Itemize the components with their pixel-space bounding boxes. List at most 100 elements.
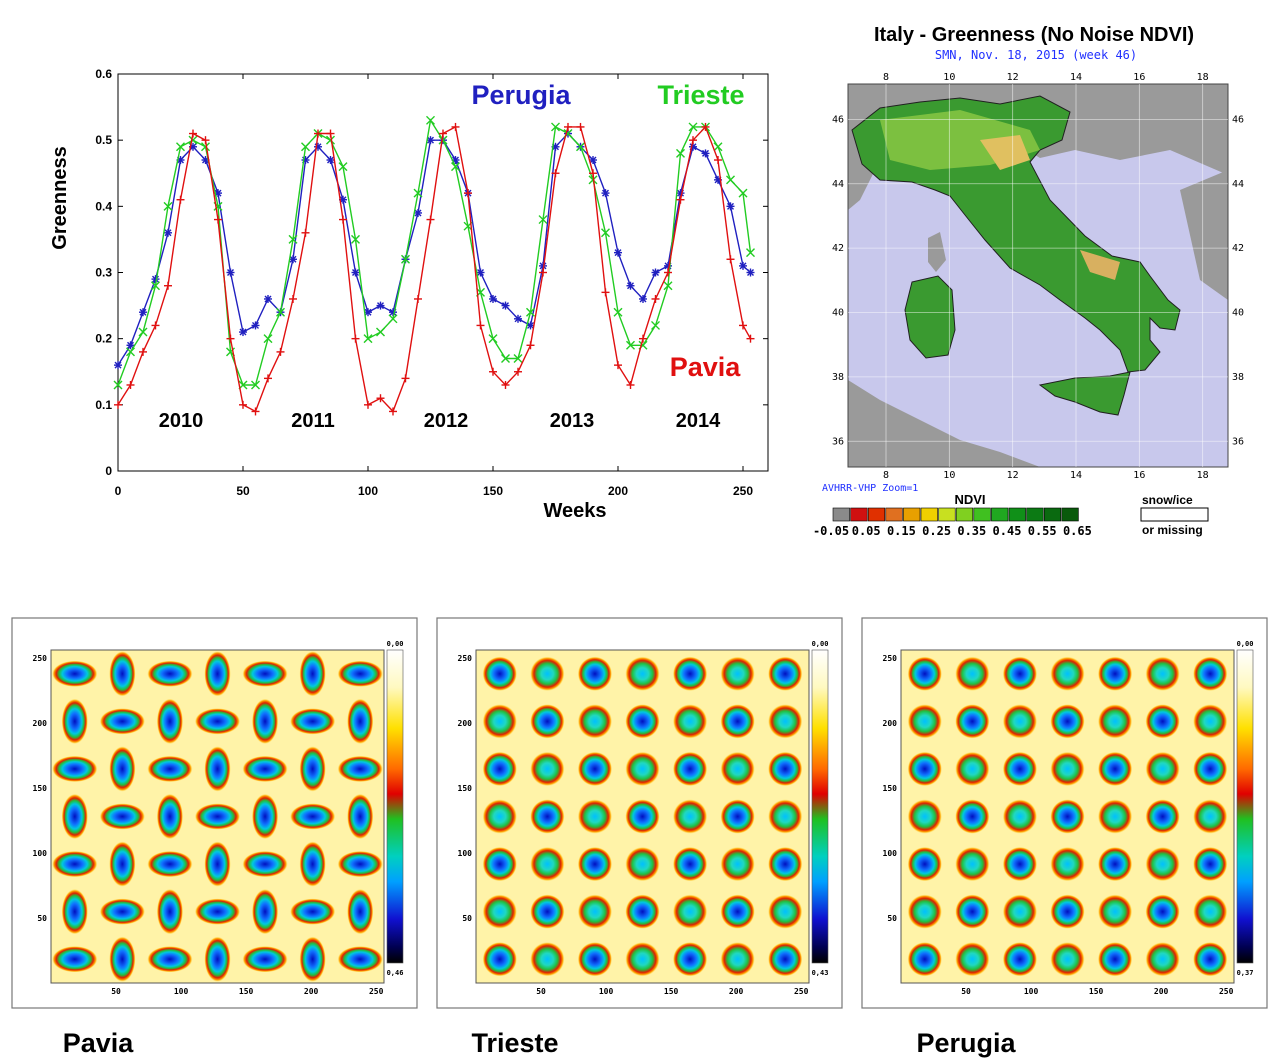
y-tick-label: 0.6: [95, 67, 112, 81]
data-point-pavia: [526, 341, 535, 350]
ndvi-legend-swatch: [1026, 507, 1044, 522]
map-lat-tick-left: 36: [832, 436, 844, 447]
data-point-perugia: [226, 268, 235, 277]
heatmap-cell: [299, 841, 326, 887]
data-point-perugia: [726, 202, 735, 211]
ndvi-legend-swatch: [955, 507, 974, 522]
heatmap-x-tick: 50: [536, 987, 546, 996]
heatmap-cell: [625, 846, 660, 882]
heatmap-cell: [577, 894, 613, 929]
data-point-pavia: [239, 400, 247, 409]
heatmap-cell: [955, 846, 990, 882]
data-point-perugia: [326, 156, 335, 165]
map-lon-tick-bottom: 18: [1197, 470, 1209, 481]
ndvi-legend-swatch: [1008, 507, 1026, 522]
data-point-trieste: [188, 135, 198, 145]
data-point-pavia: [614, 361, 622, 370]
y-tick-label: 0.5: [95, 133, 112, 147]
heatmap-cell: [1097, 751, 1133, 787]
data-point-pavia: [439, 129, 447, 138]
heatmap-cell: [1050, 704, 1085, 739]
heatmap-cell: [955, 799, 990, 834]
data-point-pavia: [289, 294, 297, 303]
heatmap-cell: [577, 846, 613, 882]
ndvi-legend: -0.05 0.05 0.15 0.25 0.35 0.45 0.55 0.65: [813, 507, 1092, 538]
heatmap-cell: [768, 799, 803, 834]
map-lat-tick-right: 42: [1232, 243, 1244, 254]
heatmap-cell: [625, 751, 660, 787]
data-point-perugia: [514, 314, 522, 323]
heatmap-cell: [672, 846, 708, 882]
heatmap-cell: [482, 942, 517, 977]
heatmap-cell: [52, 755, 98, 783]
heatmap-x-tick: 100: [599, 987, 614, 996]
year-label-2010: 2010: [159, 410, 204, 432]
heatmap-cell: [955, 942, 990, 977]
data-point-pavia: [251, 407, 260, 416]
data-point-pavia: [314, 129, 322, 138]
data-point-trieste: [276, 307, 285, 317]
heatmap-cell: [347, 889, 374, 935]
map-lat-tick-left: 46: [832, 114, 844, 125]
heatmap-cell: [672, 704, 708, 739]
panel-label-pavia: Pavia: [63, 1028, 135, 1058]
data-point-perugia: [414, 208, 422, 217]
map-subtitle: SMN, Nov. 18, 2015 (week 46): [935, 48, 1137, 62]
heatmap-cell: [577, 799, 613, 834]
data-point-pavia: [689, 136, 697, 145]
data-point-perugia: [601, 189, 610, 198]
heatmap-y-tick: 50: [887, 914, 897, 923]
data-point-trieste: [401, 254, 410, 264]
heatmap-cell: [907, 751, 942, 787]
data-point-trieste: [576, 142, 585, 152]
heatmap-cell: [482, 704, 517, 739]
heatmap-cell: [1050, 894, 1085, 929]
heatmap-cell: [242, 660, 288, 687]
heatmap-cell: [52, 850, 98, 878]
heatmap-cell: [1097, 704, 1133, 739]
heatmap-cell: [99, 803, 145, 830]
data-point-pavia: [476, 321, 485, 330]
heatmap-cell: [768, 656, 803, 691]
heatmap-cell: [347, 793, 374, 840]
map-lat-tick-right: 40: [1232, 308, 1244, 319]
data-point-perugia: [389, 308, 397, 317]
heatmap-cell: [337, 850, 383, 878]
heatmap-cell: [768, 942, 803, 977]
heatmap-cell: [1193, 894, 1228, 929]
heatmap-cell: [577, 942, 613, 977]
heatmap-cell: [1193, 656, 1228, 691]
heatmap-cell: [768, 894, 803, 929]
year-label-2013: 2013: [550, 410, 595, 432]
data-point-trieste: [138, 327, 148, 337]
data-point-trieste: [288, 234, 298, 244]
data-point-trieste: [676, 148, 685, 158]
heatmap-cell: [299, 936, 326, 982]
heatmap-cell: [577, 656, 613, 691]
x-tick-label: 200: [608, 484, 628, 498]
panel-label-perugia: Perugia: [916, 1028, 1016, 1058]
data-point-perugia: [351, 268, 360, 277]
series-line-perugia: [117, 132, 751, 366]
heatmap-cell: [768, 704, 803, 739]
heatmap-cell: [1002, 894, 1038, 929]
data-point-trieste: [538, 215, 548, 225]
data-point-perugia: [164, 228, 172, 237]
data-point-pavia: [226, 334, 235, 343]
heatmap-cell: [1002, 846, 1038, 882]
data-point-trieste: [613, 307, 623, 317]
data-point-trieste: [488, 334, 498, 344]
data-point-pavia: [701, 122, 710, 131]
recurrence-plot-pavia: 250 200 150 100 50 50 100 150 200 250 0,00 0,46 Pavi…: [11, 617, 418, 1058]
map-title: Italy - Greenness (No Noise NDVI): [874, 24, 1194, 46]
heatmap-cell: [625, 942, 660, 977]
heatmap-cell: [1193, 751, 1228, 787]
heatmap-cell: [109, 651, 136, 697]
map-lon-tick-bottom: 10: [943, 470, 955, 481]
data-point-perugia: [501, 301, 510, 310]
heatmap-cell: [1145, 751, 1180, 787]
data-point-pavia: [639, 334, 647, 343]
data-point-pavia: [464, 189, 472, 198]
heatmap-cell: [337, 946, 383, 973]
